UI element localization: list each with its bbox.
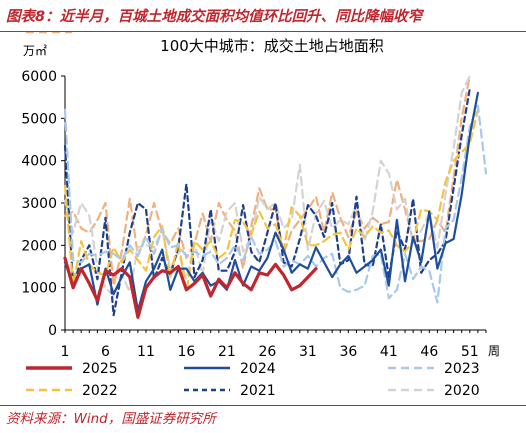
series-line-2022 bbox=[63, 108, 479, 293]
chart-legend: 2025 2024 2023 2022 2021 2020 2019 bbox=[26, 32, 480, 399]
y-tick-label: 3000 bbox=[21, 196, 57, 212]
x-tick-label: 41 bbox=[380, 344, 398, 360]
x-tick-label: 21 bbox=[218, 344, 236, 360]
y-tick-label: 0 bbox=[48, 323, 57, 339]
chart-title: 100大中城市：成交土地占地面积 bbox=[160, 37, 384, 55]
series-line-2025 bbox=[63, 256, 318, 319]
legend-label-2019: 2019 bbox=[82, 32, 118, 36]
series-line-2019 bbox=[63, 74, 471, 287]
x-tick-label: 1 bbox=[61, 344, 70, 360]
x-tick-label: 11 bbox=[137, 344, 155, 360]
y-tick-label: 1000 bbox=[21, 281, 57, 297]
source-note: 资料来源：Wind，国盛证券研究所 bbox=[6, 411, 216, 427]
x-tick-label: 16 bbox=[178, 344, 196, 360]
legend-label-2022: 2022 bbox=[82, 383, 118, 399]
legend-label-2024: 2024 bbox=[240, 361, 276, 377]
series-line-2023 bbox=[63, 104, 488, 304]
x-tick-label: 36 bbox=[339, 344, 357, 360]
x-tick-label: 6 bbox=[101, 344, 110, 360]
series-line-2024 bbox=[63, 91, 479, 312]
y-tick-label: 5000 bbox=[21, 111, 57, 127]
footer-divider bbox=[0, 405, 526, 406]
header-divider bbox=[0, 31, 526, 32]
series-line-2021 bbox=[63, 87, 471, 317]
x-axis-unit-label: 周 bbox=[488, 344, 500, 358]
x-tick-label: 26 bbox=[258, 344, 276, 360]
y-tick-label: 4000 bbox=[21, 154, 57, 170]
x-tick-label: 46 bbox=[420, 344, 438, 360]
y-tick-label: 6000 bbox=[21, 69, 57, 85]
figure-title: 图表8：近半月，百城土地成交面积均值环比回升、同比降幅收窄 bbox=[6, 9, 423, 25]
legend-label-2025: 2025 bbox=[82, 361, 118, 377]
x-tick-label: 31 bbox=[299, 344, 317, 360]
legend-label-2021: 2021 bbox=[240, 383, 276, 399]
legend-label-2020: 2020 bbox=[444, 383, 480, 399]
series-layer bbox=[63, 74, 488, 319]
x-tick-label: 51 bbox=[461, 344, 479, 360]
legend-label-2023: 2023 bbox=[444, 361, 480, 377]
y-tick-label: 2000 bbox=[21, 238, 57, 254]
line-chart: 100大中城市：成交土地占地面积 万㎡ 周 0 1000 2000 3000 4000 5… bbox=[21, 32, 500, 399]
y-axis-unit-label: 万㎡ bbox=[23, 44, 47, 58]
